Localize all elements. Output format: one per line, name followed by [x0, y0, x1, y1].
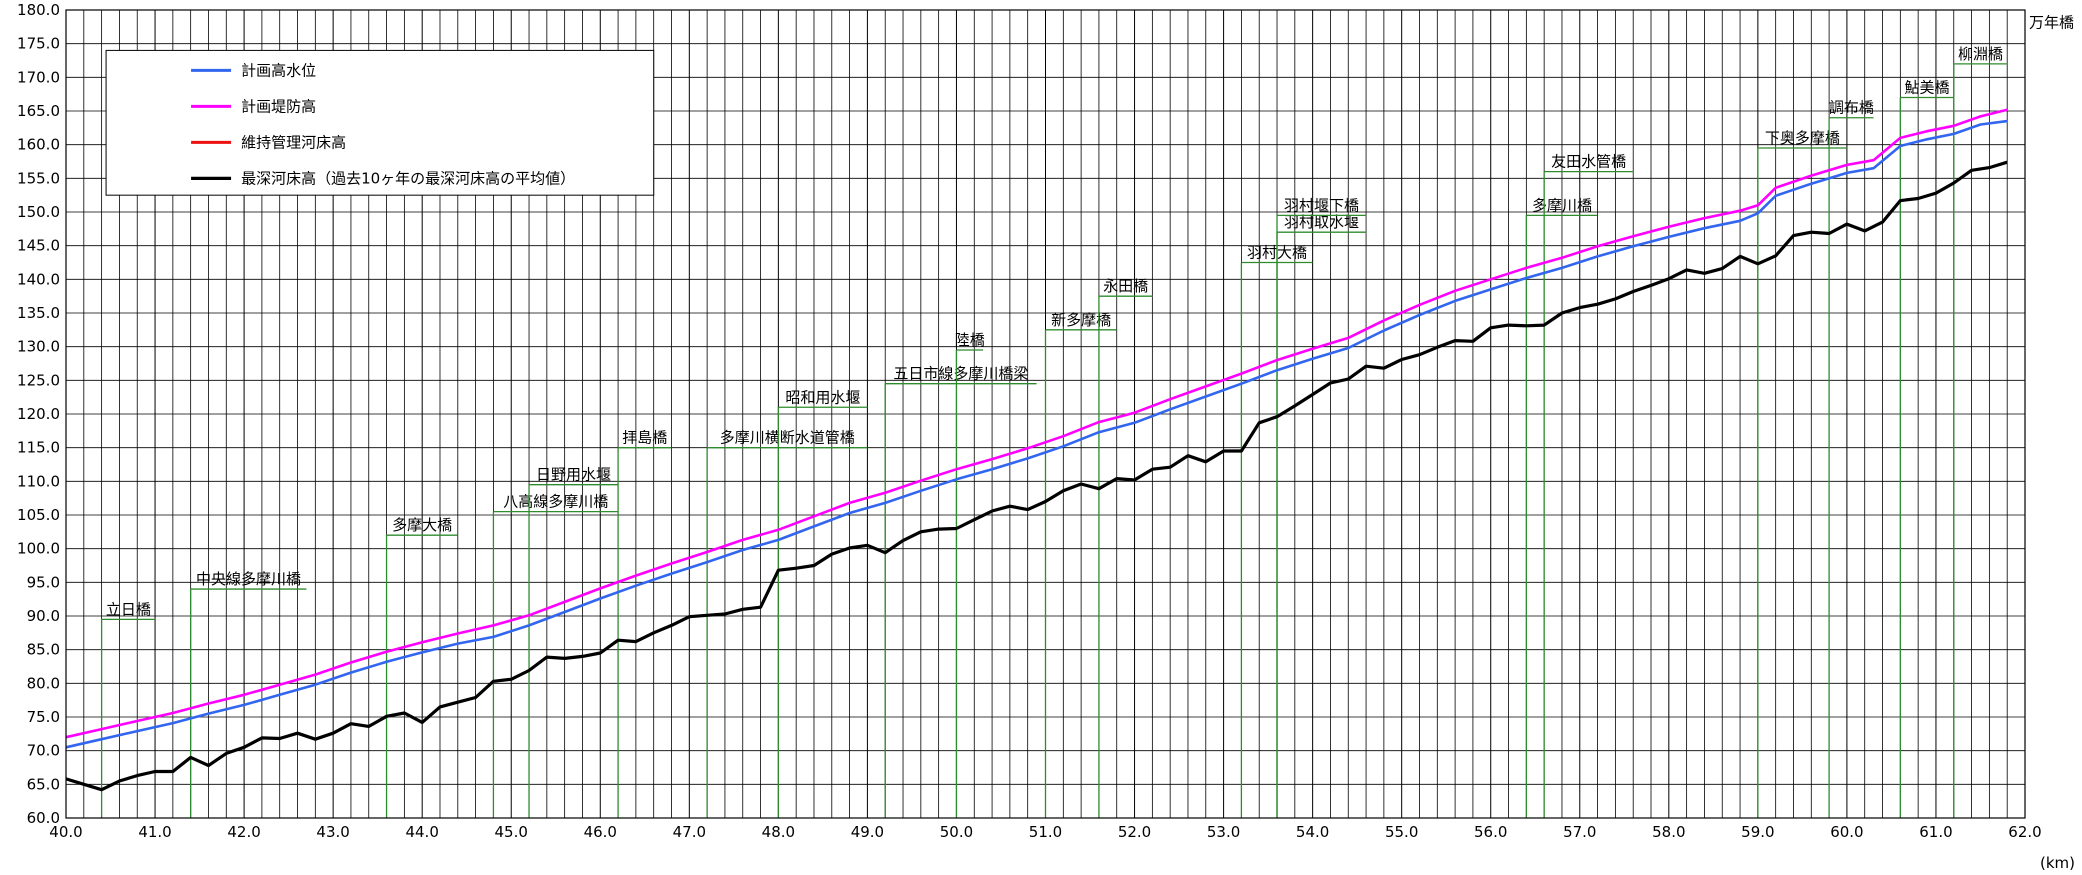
x-tick-label: 42.0 [227, 823, 260, 841]
bridge-label: 立日橋 [106, 600, 151, 618]
y-tick-label: 110.0 [17, 472, 60, 490]
bridge-label: 羽村堰下橋 [1284, 196, 1359, 214]
y-tick-label: 100.0 [17, 540, 60, 558]
y-tick-label: 105.0 [17, 506, 60, 524]
x-tick-label: 60.0 [1830, 823, 1863, 841]
y-tick-label: 80.0 [27, 674, 60, 692]
x-tick-label: 56.0 [1474, 823, 1507, 841]
series-line [65, 108, 2008, 739]
x-tick-label: 52.0 [1118, 823, 1151, 841]
x-tick-label: 45.0 [495, 823, 528, 841]
y-tick-label: 175.0 [17, 35, 60, 53]
bridge-label: 拝島橋 [622, 429, 667, 447]
bridge-label: 中央線多摩川橋 [196, 570, 301, 588]
axes: 60.0 65.0 70.0 75.0 80.0 85.0 90.0 95.0 100.0 105… [17, 1, 2042, 841]
y-tick-label: 135.0 [17, 304, 60, 322]
y-tick-label: 70.0 [27, 742, 60, 760]
bridge-label: 下奥多摩橋 [1765, 129, 1840, 147]
bridge-label: 多摩川橋 [1532, 196, 1592, 214]
series-line [65, 160, 2008, 792]
x-tick-label: 59.0 [1741, 823, 1774, 841]
plot-frame [65, 9, 2026, 819]
bridge-label: 羽村取水堰 [1284, 213, 1359, 231]
bridge-label: 昭和用水堰 [785, 388, 860, 406]
y-tick-label: 125.0 [17, 371, 60, 389]
y-tick-label: 85.0 [27, 641, 60, 659]
x-tick-label: 41.0 [138, 823, 171, 841]
bridge-label: 多摩大橋 [392, 516, 452, 534]
y-tick-label: 140.0 [17, 270, 60, 288]
x-tick-label: 44.0 [405, 823, 438, 841]
legend-label: 計画高水位 [241, 61, 316, 79]
y-tick-label: 170.0 [17, 68, 60, 86]
bridge-label: 五日市線多摩川橋梁 [893, 365, 1028, 383]
x-tick-label: 49.0 [851, 823, 884, 841]
legend-label: 最深河床高（過去10ヶ年の最深河床高の平均値） [241, 169, 575, 187]
x-tick-label: 48.0 [762, 823, 795, 841]
x-tick-label: 58.0 [1652, 823, 1685, 841]
y-tick-label: 145.0 [17, 237, 60, 255]
y-tick-label: 95.0 [27, 573, 60, 591]
x-tick-label: 43.0 [316, 823, 349, 841]
x-tick-label: 55.0 [1385, 823, 1418, 841]
x-tick-label: 40.0 [49, 823, 82, 841]
bridge-label: 日野用水堰 [536, 466, 611, 484]
x-tick-label: 57.0 [1563, 823, 1596, 841]
y-tick-label: 65.0 [27, 775, 60, 793]
bridge-label: 柳淵橋 [1958, 45, 2003, 63]
y-tick-label: 115.0 [17, 439, 60, 457]
y-tick-label: 90.0 [27, 607, 60, 625]
y-tick-label: 160.0 [17, 136, 60, 154]
y-tick-label: 155.0 [17, 169, 60, 187]
bridge-label: 鮎美橋 [1905, 79, 1950, 97]
y-tick-label: 130.0 [17, 338, 60, 356]
x-tick-label: 53.0 [1207, 823, 1240, 841]
bridge-label: 陸橋 [955, 331, 985, 349]
legend-label: 維持管理河床高 [241, 133, 346, 151]
legend-label: 計画堤防高 [241, 97, 316, 115]
bridge-label: 新多摩橋 [1051, 311, 1111, 329]
x-tick-label: 54.0 [1296, 823, 1329, 841]
bridge-label: 多摩川横断水道管橋 [720, 429, 855, 447]
x-tick-label: 62.0 [2008, 823, 2041, 841]
y-tick-label: 120.0 [17, 405, 60, 423]
x-tick-label: 51.0 [1029, 823, 1062, 841]
bridge-label: 八高線多摩川橋 [503, 493, 608, 511]
x-tick-label: 46.0 [584, 823, 617, 841]
bridge-markers: 立日橋 中央線多摩川橋 多摩大橋 八高線多摩川橋 日野用水堰 拝島橋 多摩川横断水道管橋 昭和… [100, 13, 2074, 818]
y-tick-label: 150.0 [17, 203, 60, 221]
y-tick-label: 60.0 [27, 809, 60, 827]
bridge-label: 万年橋 [2029, 13, 2074, 31]
bridge-label: 調布橋 [1829, 99, 1874, 117]
bridge-label: 永田橋 [1103, 277, 1148, 295]
bridge-label: 友田水管橋 [1551, 153, 1626, 171]
y-tick-label: 75.0 [27, 708, 60, 726]
y-tick-label: 165.0 [17, 102, 60, 120]
x-tick-label: 47.0 [673, 823, 706, 841]
x-axis-unit-label: (km) [2040, 854, 2075, 872]
x-tick-label: 50.0 [940, 823, 973, 841]
legend-box [105, 49, 655, 196]
series-line [65, 119, 2008, 749]
x-tick-label: 61.0 [1919, 823, 1952, 841]
y-tick-label: 180.0 [17, 1, 60, 19]
data-series [65, 108, 2008, 792]
